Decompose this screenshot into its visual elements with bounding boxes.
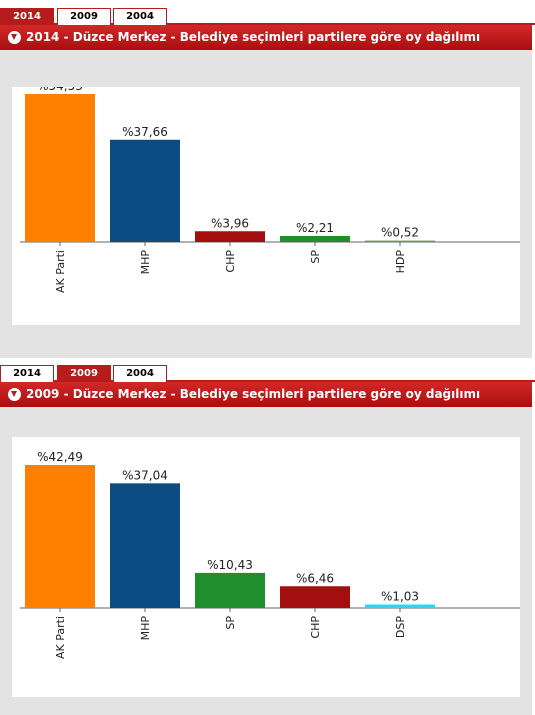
chart-area: %54,53 AK Parti %37,66 MHP %3,96 CHP %2,21 SP %0… <box>0 50 532 358</box>
data-label: %37,66 <box>122 125 168 139</box>
bar[interactable] <box>365 604 435 608</box>
category-label: SP <box>224 616 237 630</box>
category-label: CHP <box>309 616 322 639</box>
category-label: CHP <box>224 250 237 273</box>
data-label: %37,04 <box>122 468 168 482</box>
category-label: AK Parti <box>54 616 67 659</box>
data-label: %42,49 <box>37 450 83 464</box>
results-panel-2014: 2014 2009 2004 2014 - Düzce Merkez - Bel… <box>0 8 535 358</box>
arrow-down-circle-icon <box>8 31 21 44</box>
data-label: %3,96 <box>211 216 249 230</box>
bar-chart: %54,53 AK Parti %37,66 MHP %3,96 CHP %2,21 SP %0… <box>20 79 520 293</box>
bar[interactable] <box>110 483 180 608</box>
category-label: DSP <box>394 616 407 638</box>
chart-canvas: %54,53 AK Parti %37,66 MHP %3,96 CHP %2,21 SP %0… <box>12 79 520 325</box>
data-label: %1,03 <box>381 590 419 604</box>
results-panel-2009: 2014 2009 2004 2009 - Düzce Merkez - Bel… <box>0 365 535 715</box>
bar[interactable] <box>365 240 435 242</box>
bar[interactable] <box>195 572 265 608</box>
category-label: AK Parti <box>54 250 67 293</box>
data-label: %0,52 <box>381 226 419 240</box>
tab-2004[interactable]: 2004 <box>113 8 167 25</box>
data-label: %10,43 <box>207 558 253 572</box>
tab-2004[interactable]: 2004 <box>113 365 167 382</box>
category-label: MHP <box>139 250 152 275</box>
category-label: HDP <box>394 250 407 274</box>
bar[interactable] <box>195 231 265 242</box>
category-label: MHP <box>139 616 152 641</box>
chart-canvas: %42,49 AK Parti %37,04 MHP %10,43 SP %6,46 CHP%… <box>12 437 520 697</box>
arrow-down-circle-icon <box>8 388 21 401</box>
data-label: %54,53 <box>37 87 83 93</box>
bar[interactable] <box>25 465 95 608</box>
panel-header: 2009 - Düzce Merkez - Belediye seçimleri… <box>0 382 532 407</box>
data-label: %6,46 <box>296 571 334 585</box>
panel-header: 2014 - Düzce Merkez - Belediye seçimleri… <box>0 25 532 50</box>
tab-2009[interactable]: 2009 <box>57 365 111 382</box>
tab-2014[interactable]: 2014 <box>0 365 54 382</box>
panel-title: 2014 - Düzce Merkez - Belediye seçimleri… <box>26 30 481 44</box>
chart-area: %42,49 AK Parti %37,04 MHP %10,43 SP %6,46 CHP%… <box>0 407 532 715</box>
year-tabs: 2014 2009 2004 <box>0 8 535 25</box>
tab-2009[interactable]: 2009 <box>57 8 111 25</box>
year-tabs: 2014 2009 2004 <box>0 365 535 382</box>
tab-2014[interactable]: 2014 <box>0 8 54 25</box>
bar[interactable] <box>25 94 95 242</box>
bar-chart: %42,49 AK Parti %37,04 MHP %10,43 SP %6,46 CHP%… <box>20 450 520 659</box>
data-label: %2,21 <box>296 221 334 235</box>
bar[interactable] <box>280 236 350 242</box>
panel-title: 2009 - Düzce Merkez - Belediye seçimleri… <box>26 387 481 401</box>
category-label: SP <box>309 250 322 264</box>
bar[interactable] <box>110 139 180 242</box>
bar[interactable] <box>280 586 350 608</box>
